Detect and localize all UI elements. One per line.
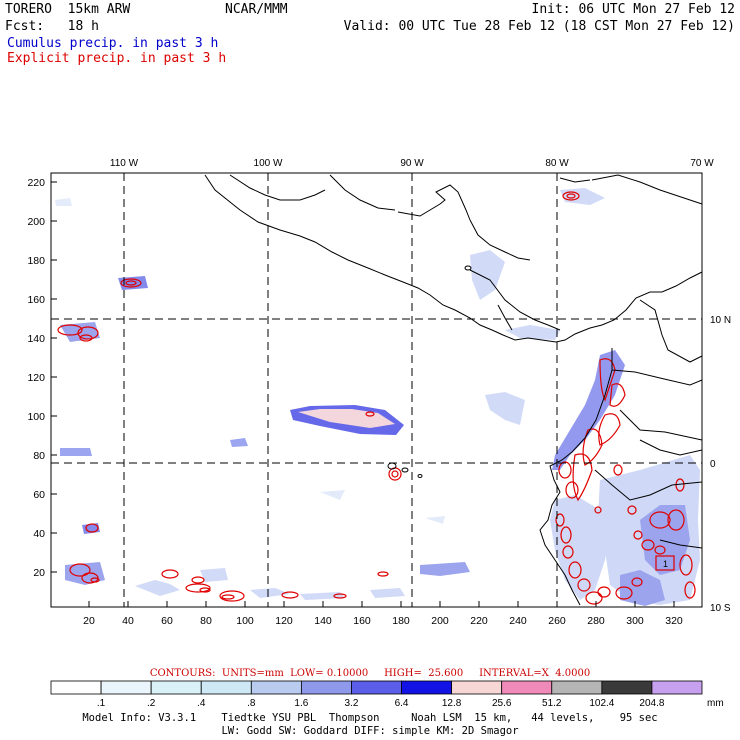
colorbar-swatch bbox=[551, 680, 603, 695]
lon-label-100w: 100 W bbox=[254, 158, 283, 169]
cumulus-precip-areas bbox=[55, 188, 700, 606]
y-tick: 160 bbox=[27, 294, 45, 306]
y-tick: 200 bbox=[27, 216, 45, 228]
colorbar-labels: .1 .2 .4 .8 1.6 3.2 6.4 12.8 25.6 51.2 102.4 204.8 bbox=[97, 698, 665, 709]
x-tick: 140 bbox=[314, 615, 332, 627]
x-tick: 160 bbox=[353, 615, 371, 627]
forecast-hour: Fcst: 18 h bbox=[5, 19, 99, 34]
lat-label-0: 0 bbox=[710, 459, 716, 470]
colorbar-swatch bbox=[351, 680, 402, 695]
colorbar-swatch bbox=[501, 680, 553, 695]
lat-label-10s: 10 S bbox=[710, 603, 731, 614]
y-tick: 100 bbox=[27, 411, 45, 423]
model-info-line1: Model Info: V3.3.1 Tiedtke YSU PBL Thomp… bbox=[82, 712, 658, 724]
x-tick-labels: 20 40 60 80 100 120 140 160 180 200 220 … bbox=[83, 615, 683, 627]
x-tick: 200 bbox=[431, 615, 449, 627]
y-tick: 80 bbox=[33, 450, 45, 462]
contours-info: CONTOURS: UNITS=mm LOW= 0.10000 HIGH= 25… bbox=[149, 668, 591, 679]
colorbar-label: .2 bbox=[147, 698, 156, 709]
colorbar-swatch bbox=[300, 680, 352, 695]
colorbar-label: 25.6 bbox=[492, 698, 512, 709]
x-tick: 240 bbox=[509, 615, 527, 627]
colorbar-label: .4 bbox=[197, 698, 206, 709]
model-info-line2: LW: Godd SW: Goddard DIFF: simple KM: 2D… bbox=[221, 725, 519, 737]
colorbar-swatch bbox=[451, 680, 503, 695]
lon-label-70w: 70 W bbox=[690, 158, 714, 169]
colorbar-swatch bbox=[401, 680, 453, 695]
y-tick-labels: 220 200 180 160 140 120 100 80 60 40 20 bbox=[27, 177, 45, 579]
x-tick: 80 bbox=[200, 615, 212, 627]
colorbar-label: 1.6 bbox=[294, 698, 308, 709]
colorbar bbox=[50, 680, 703, 695]
legend-cumulus: Cumulus precip. in past 3 h bbox=[7, 36, 219, 51]
x-tick: 220 bbox=[470, 615, 488, 627]
colorbar-swatch bbox=[200, 680, 252, 695]
lon-label-80w: 80 W bbox=[545, 158, 569, 169]
org-label: NCAR/MMM bbox=[225, 2, 288, 17]
model-title: TORERO 15km ARW bbox=[5, 2, 131, 17]
coastlines bbox=[204, 174, 703, 606]
y-tick: 140 bbox=[27, 333, 45, 345]
y-tick: 120 bbox=[27, 372, 45, 384]
colorbar-units: mm bbox=[707, 698, 724, 709]
colorbar-label: 3.2 bbox=[345, 698, 359, 709]
colorbar-swatch bbox=[651, 680, 703, 695]
x-tick: 20 bbox=[83, 615, 95, 627]
station-box-label: 1 bbox=[663, 559, 668, 569]
x-tick: 40 bbox=[122, 615, 134, 627]
colorbar-swatch bbox=[250, 680, 302, 695]
colorbar-label: 51.2 bbox=[542, 698, 562, 709]
map-frame bbox=[50, 172, 703, 608]
x-tick: 100 bbox=[236, 615, 254, 627]
init-time: Init: 06 UTC Mon 27 Feb 12 bbox=[531, 2, 736, 17]
x-tick: 300 bbox=[626, 615, 644, 627]
colorbar-swatch bbox=[150, 680, 202, 695]
y-tick: 180 bbox=[27, 255, 45, 267]
valid-time: Valid: 00 UTC Tue 28 Feb 12 (18 CST Mon … bbox=[343, 19, 735, 34]
lon-labels: 110 W 100 W 90 W 80 W 70 W bbox=[110, 158, 714, 169]
lat-labels: 10 N 0 10 S bbox=[710, 315, 731, 614]
axis-ticks bbox=[51, 181, 675, 607]
lon-label-90w: 90 W bbox=[400, 158, 424, 169]
colorbar-swatch bbox=[601, 680, 653, 695]
colorbar-label: 102.4 bbox=[589, 698, 614, 709]
x-tick: 320 bbox=[665, 615, 683, 627]
colorbar-label: 12.8 bbox=[442, 698, 462, 709]
y-tick: 40 bbox=[33, 528, 45, 540]
colorbar-label: .8 bbox=[247, 698, 256, 709]
x-tick: 120 bbox=[275, 615, 293, 627]
x-tick: 280 bbox=[587, 615, 605, 627]
station-box bbox=[655, 555, 675, 571]
x-tick: 260 bbox=[548, 615, 566, 627]
colorbar-swatch bbox=[100, 680, 152, 695]
explicit-precip-contours bbox=[57, 191, 696, 605]
y-tick: 60 bbox=[33, 489, 45, 501]
lon-label-110w: 110 W bbox=[110, 158, 139, 169]
lat-label-10n: 10 N bbox=[710, 315, 731, 326]
x-tick: 60 bbox=[161, 615, 173, 627]
graticule bbox=[51, 173, 702, 607]
y-tick: 220 bbox=[27, 177, 45, 189]
y-tick: 20 bbox=[33, 567, 45, 579]
colorbar-label: 6.4 bbox=[395, 698, 409, 709]
colorbar-label: 204.8 bbox=[639, 698, 664, 709]
colorbar-label: .1 bbox=[97, 698, 106, 709]
legend-explicit: Explicit precip. in past 3 h bbox=[7, 51, 227, 66]
colorbar-swatch bbox=[50, 680, 102, 695]
x-tick: 180 bbox=[392, 615, 410, 627]
